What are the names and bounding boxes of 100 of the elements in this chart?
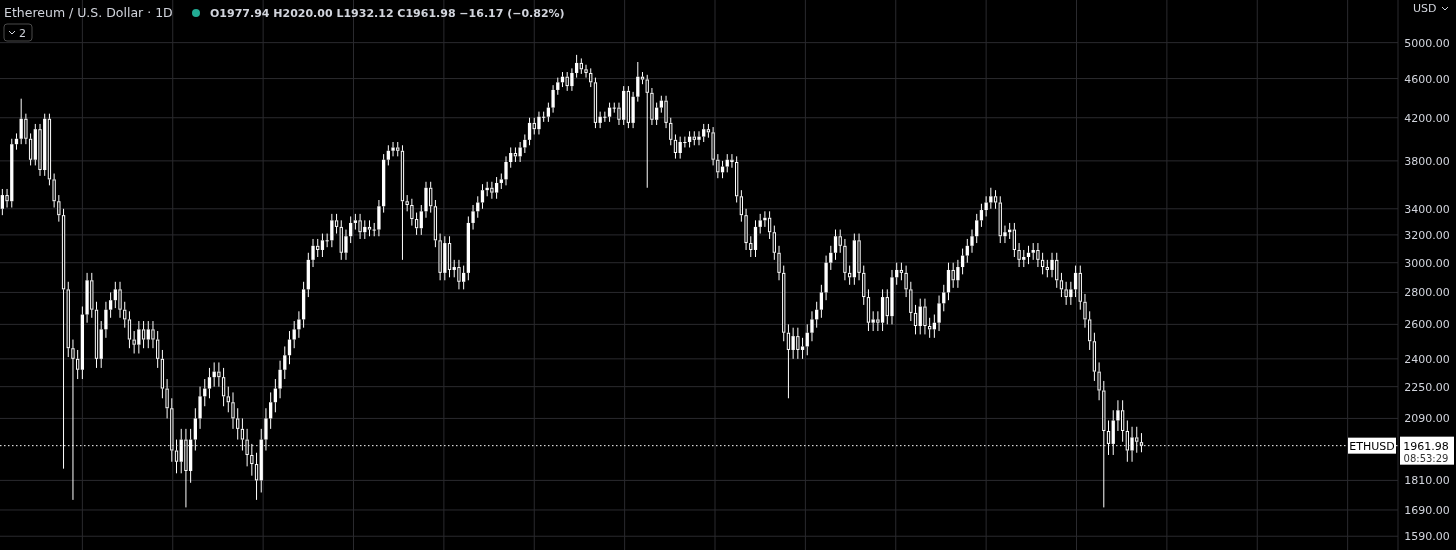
candlestick	[24, 113, 28, 145]
candlestick	[410, 198, 414, 227]
candlestick	[447, 235, 452, 278]
candlestick	[127, 310, 132, 349]
y-tick-label: 3400.00	[1404, 202, 1450, 216]
candlestick	[1012, 222, 1017, 258]
candlestick	[589, 67, 593, 88]
candlestick	[292, 320, 296, 349]
candlestick	[504, 155, 508, 186]
y-tick-label: 3200.00	[1404, 228, 1450, 242]
candlestick	[518, 141, 522, 163]
candlestick	[1059, 272, 1064, 298]
candlestick	[579, 57, 583, 75]
candlestick	[278, 360, 282, 399]
candlestick	[975, 213, 979, 244]
candlestick	[372, 222, 376, 237]
candlestick	[866, 288, 871, 332]
candlestick	[937, 295, 941, 332]
candlestick	[626, 85, 631, 129]
candlestick	[400, 144, 405, 261]
candlestick	[928, 317, 932, 339]
candlestick	[424, 181, 428, 219]
candlestick	[593, 77, 598, 129]
candlestick	[1120, 399, 1125, 443]
y-tick-label: 1590.00	[1404, 530, 1450, 544]
candlestick	[297, 310, 301, 339]
candlestick	[466, 215, 470, 281]
candlestick	[984, 195, 988, 217]
candlestick	[283, 345, 287, 380]
candlestick	[419, 204, 423, 236]
candlestick	[207, 367, 212, 399]
candlestick	[829, 245, 833, 271]
candlestick	[664, 95, 668, 129]
candlestick	[405, 194, 409, 212]
annotation: 2	[19, 27, 26, 40]
text: 08:53:29	[1403, 452, 1449, 464]
y-axis-title: USD	[1413, 2, 1437, 15]
y-tick-label: 2800.00	[1404, 286, 1450, 300]
y-tick-label: 2400.00	[1404, 352, 1450, 366]
candlestick	[669, 117, 673, 146]
candlestick	[104, 301, 108, 339]
y-tick-label: 2250.00	[1404, 380, 1450, 394]
candlestick	[899, 262, 904, 281]
candlestick	[57, 194, 61, 223]
candlestick	[108, 291, 113, 319]
candlestick	[673, 133, 678, 160]
y-tick-label: 4200.00	[1404, 111, 1450, 125]
candlestick	[1036, 242, 1040, 268]
candlestick	[556, 77, 560, 96]
candlestick	[254, 452, 259, 501]
candlestick	[551, 84, 555, 114]
candlestick	[838, 229, 842, 254]
y-tick-label: 3800.00	[1404, 154, 1450, 168]
candlestick	[650, 87, 654, 126]
candlestick	[1078, 265, 1082, 311]
candlestick	[269, 391, 273, 430]
candlestick	[857, 233, 861, 281]
candlestick	[527, 117, 532, 146]
candlestick	[476, 195, 480, 219]
candlestick	[546, 102, 551, 123]
candlestick	[80, 306, 85, 380]
y-tick-label: 4600.00	[1404, 72, 1450, 86]
candlestick	[320, 233, 325, 258]
candlestick	[509, 146, 513, 169]
candlestick	[94, 301, 99, 369]
candlestick	[824, 255, 828, 301]
text: 1961.98	[1403, 439, 1449, 453]
candlestick	[965, 238, 969, 264]
candlestick	[753, 219, 758, 258]
candlestick	[334, 213, 339, 235]
candlestick	[306, 252, 310, 298]
candlestick	[880, 288, 885, 332]
candlestick	[494, 176, 499, 200]
candlestick	[198, 386, 202, 430]
candlestick	[716, 153, 720, 179]
candlestick	[141, 320, 146, 349]
text: Ethereum / U.S. Dollar · 1D	[4, 5, 173, 20]
candlestick	[711, 126, 715, 166]
candlestick	[772, 225, 776, 261]
candlestick	[913, 304, 918, 335]
y-tick-label: 1690.00	[1404, 503, 1450, 517]
candlestick	[433, 199, 438, 248]
y-tick-label: 3000.00	[1404, 256, 1450, 270]
candlestick	[739, 189, 744, 223]
candlestick	[636, 61, 640, 103]
candlestick	[800, 337, 805, 360]
candlestick	[645, 74, 649, 189]
candlestick	[457, 259, 461, 290]
candlestick	[377, 199, 381, 237]
candlestick	[1040, 252, 1045, 275]
candlestick	[786, 323, 791, 399]
candlestick	[706, 123, 711, 139]
candlestick	[970, 229, 974, 254]
candlestick	[330, 213, 334, 248]
candlestick	[923, 298, 927, 335]
candlestick	[325, 233, 329, 248]
candlestick	[735, 155, 739, 203]
candlestick	[217, 361, 221, 388]
y-tick-label: 2600.00	[1404, 318, 1450, 332]
ref-line-label: ETHUSD	[1349, 439, 1395, 453]
